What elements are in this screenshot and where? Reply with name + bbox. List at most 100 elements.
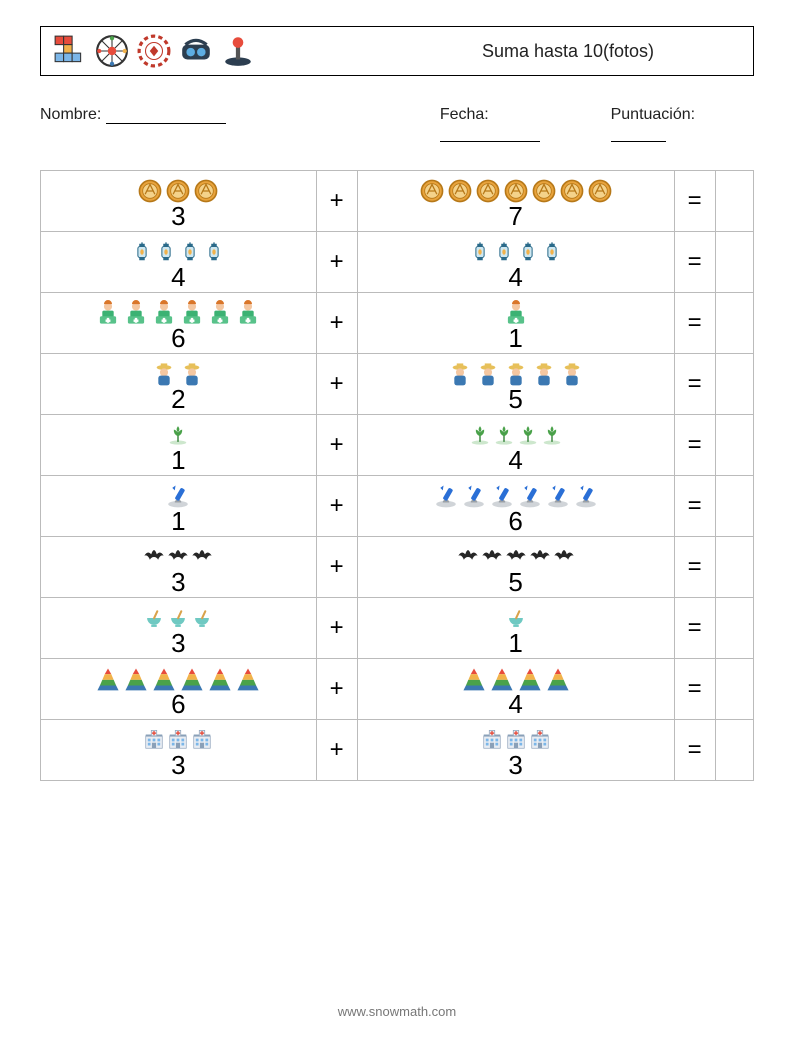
pen-icon [461,483,487,509]
problem-row: 6+1= [41,293,754,354]
equals-operator: = [674,415,715,476]
pyramid-icon [235,666,261,692]
pyramid-icon [123,666,149,692]
operand-number: 5 [362,569,670,595]
operand-number: 3 [45,752,312,778]
operand-number: 3 [45,203,312,229]
operand-a-cell: 4 [41,232,317,293]
poker-chip-icon [137,34,171,68]
operand-number: 4 [362,264,670,290]
answer-cell[interactable] [715,354,753,415]
operand-a-cell: 2 [41,354,317,415]
bat-icon [553,546,575,568]
equals-operator: = [674,171,715,232]
operand-b-cell: 1 [357,598,674,659]
hospital-icon [481,729,503,751]
operand-number: 6 [45,325,312,351]
worksheet-title: Suma hasta 10(fotos) [255,41,741,62]
bat-icon [143,546,165,568]
answer-cell[interactable] [715,537,753,598]
problem-row: 3+1= [41,598,754,659]
operand-b-cell: 5 [357,537,674,598]
coin-icon [137,178,163,204]
equals-operator: = [674,293,715,354]
operand-number: 3 [45,630,312,656]
operand-a-cell: 3 [41,171,317,232]
operand-number: 1 [45,508,312,534]
operand-number: 1 [362,630,670,656]
bat-icon [529,546,551,568]
equals-operator: = [674,232,715,293]
equals-operator: = [674,659,715,720]
bat-icon [457,546,479,568]
doctor-icon [95,300,121,326]
coin-icon [587,178,613,204]
farmer-icon [447,361,473,387]
plant-icon [469,424,491,446]
problem-row: 2+5= [41,354,754,415]
answer-cell[interactable] [715,293,753,354]
answer-cell[interactable] [715,232,753,293]
plus-operator: + [316,354,357,415]
operand-number: 5 [362,386,670,412]
answer-cell[interactable] [715,598,753,659]
plus-operator: + [316,415,357,476]
plant-icon [517,424,539,446]
answer-cell[interactable] [715,415,753,476]
answer-cell[interactable] [715,476,753,537]
score-blank[interactable] [611,128,666,142]
farmer-icon [559,361,585,387]
vr-headset-icon [179,34,213,68]
bat-icon [505,546,527,568]
equals-operator: = [674,354,715,415]
problem-row: 3+5= [41,537,754,598]
joystick-icon [221,34,255,68]
header-icon-row [53,34,255,68]
date-blank[interactable] [440,128,540,142]
operand-a-cell: 1 [41,415,317,476]
info-row: Nombre: Fecha: Puntuación: [40,106,754,142]
answer-cell[interactable] [715,659,753,720]
lantern-icon [203,241,225,263]
coin-icon [531,178,557,204]
lantern-icon [493,241,515,263]
equals-operator: = [674,537,715,598]
coin-icon [475,178,501,204]
operand-b-cell: 1 [357,293,674,354]
plus-operator: + [316,598,357,659]
answer-cell[interactable] [715,720,753,781]
name-label: Nombre: [40,106,101,123]
operand-number: 3 [45,569,312,595]
problems-table: 3+7=4+4=6+1=2+5=1+4=1+6=3+5=3+1=6+4=3+3= [40,170,754,781]
coin-icon [193,178,219,204]
tetris-icon [53,34,87,68]
problem-row: 6+4= [41,659,754,720]
lantern-icon [131,241,153,263]
coin-icon [559,178,585,204]
hospital-icon [529,729,551,751]
operand-a-cell: 3 [41,598,317,659]
operand-a-cell: 6 [41,293,317,354]
plant-icon [167,424,189,446]
pyramid-icon [461,666,487,692]
operand-number: 4 [45,264,312,290]
equals-operator: = [674,476,715,537]
doctor-icon [123,300,149,326]
hospital-icon [505,729,527,751]
doctor-icon [207,300,233,326]
answer-cell[interactable] [715,171,753,232]
bat-icon [481,546,503,568]
plant-icon [493,424,515,446]
equals-operator: = [674,598,715,659]
operand-a-cell: 1 [41,476,317,537]
operand-b-cell: 5 [357,354,674,415]
pen-icon [573,483,599,509]
operand-number: 6 [362,508,670,534]
lantern-icon [517,241,539,263]
score-label: Puntuación: [611,106,696,123]
pyramid-icon [95,666,121,692]
mortar-icon [143,607,165,629]
name-blank[interactable] [106,110,226,124]
worksheet-page: Suma hasta 10(fotos) Nombre: Fecha: Punt… [0,0,794,1053]
doctor-icon [235,300,261,326]
